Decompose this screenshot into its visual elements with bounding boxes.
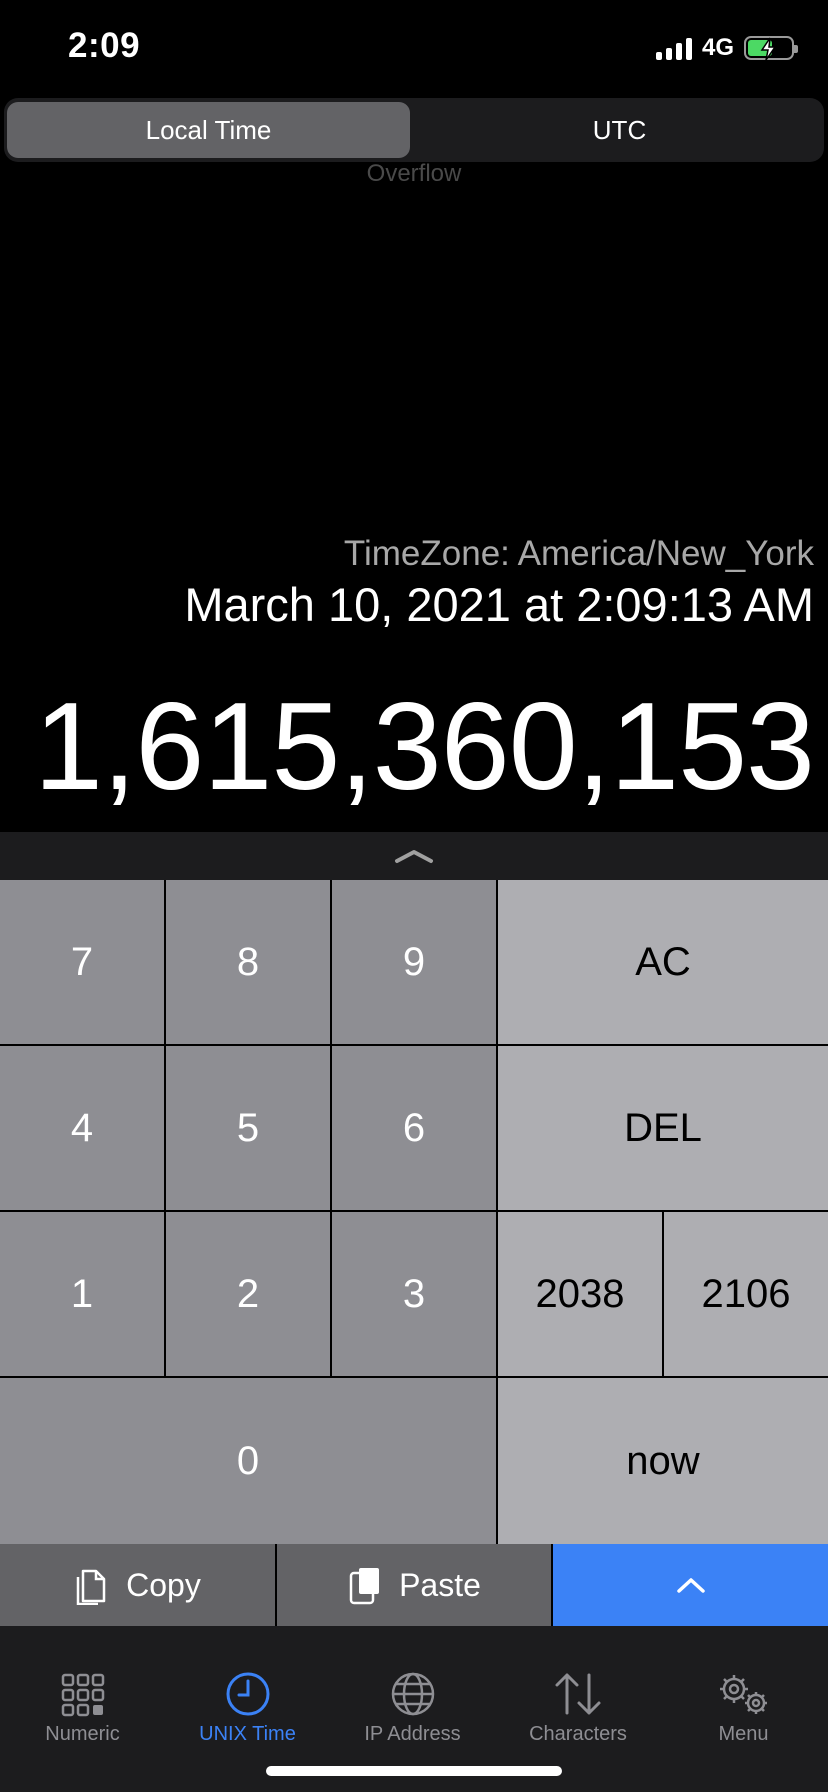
year-2038-button[interactable]: 2038 <box>498 1212 662 1376</box>
signal-icon <box>655 36 692 60</box>
copy-button[interactable]: Copy <box>0 1544 275 1626</box>
all-clear-button[interactable]: AC <box>498 880 828 1044</box>
keypad: 7 8 9 AC 4 5 6 DEL 1 2 3 2038 2106 0 now <box>0 880 828 1544</box>
key-5[interactable]: 5 <box>166 1046 330 1210</box>
year-2106-button[interactable]: 2106 <box>664 1212 828 1376</box>
now-button[interactable]: now <box>498 1378 828 1544</box>
key-0[interactable]: 0 <box>0 1378 496 1544</box>
tab-label: Numeric <box>45 1723 120 1745</box>
clock-icon <box>226 1672 269 1716</box>
paste-icon <box>349 1568 380 1605</box>
unix-timestamp-display: 1,615,360,153 <box>34 678 815 816</box>
status-indicators: 4G <box>655 34 798 62</box>
key-6[interactable]: 6 <box>332 1046 496 1210</box>
globe-icon <box>391 1672 434 1716</box>
segment-utc[interactable]: UTC <box>592 114 647 145</box>
action-bar: Copy Paste <box>0 1544 828 1626</box>
network-type: 4G <box>701 34 734 61</box>
gears-icon <box>719 1675 767 1714</box>
grid-icon <box>61 1673 104 1717</box>
date-time-display: March 10, 2021 at 2:09:13 AM <box>184 578 814 631</box>
tab-menu[interactable]: Menu <box>661 1626 826 1746</box>
chevron-up-icon <box>395 850 433 863</box>
key-4[interactable]: 4 <box>0 1046 164 1210</box>
key-9[interactable]: 9 <box>332 880 496 1044</box>
status-time: 2:09 <box>68 26 141 65</box>
key-1[interactable]: 1 <box>0 1212 164 1376</box>
tab-label: Characters <box>529 1723 627 1745</box>
segment-local-time[interactable]: Local Time <box>7 102 410 158</box>
battery-charging-icon <box>744 36 798 61</box>
arrows-up-down-icon <box>555 1673 601 1715</box>
key-3[interactable]: 3 <box>332 1212 496 1376</box>
copy-label: Copy <box>126 1566 201 1603</box>
overflow-label: Overflow <box>366 160 462 187</box>
keyboard-collapse-handle[interactable] <box>0 832 828 880</box>
tab-unix-time[interactable]: UNIX Time <box>165 1626 330 1746</box>
paste-button[interactable]: Paste <box>277 1544 551 1626</box>
home-indicator <box>266 1766 562 1776</box>
expand-button[interactable] <box>553 1544 828 1626</box>
tab-bar: Numeric UNIX Time IP Address Characters <box>0 1626 828 1792</box>
key-2[interactable]: 2 <box>166 1212 330 1376</box>
tab-characters[interactable]: Characters <box>495 1626 661 1746</box>
timezone-mode-segmented-control: Local Time UTC <box>4 98 824 162</box>
copy-icon <box>76 1569 106 1605</box>
tab-numeric[interactable]: Numeric <box>0 1626 165 1746</box>
tab-label: Menu <box>718 1723 769 1745</box>
chevron-up-icon <box>676 1578 705 1593</box>
delete-button[interactable]: DEL <box>498 1046 828 1210</box>
paste-label: Paste <box>399 1566 481 1603</box>
key-8[interactable]: 8 <box>166 880 330 1044</box>
timezone-label: TimeZone: America/New_York <box>343 534 814 573</box>
tab-label: UNIX Time <box>199 1723 296 1745</box>
tab-ip-address[interactable]: IP Address <box>330 1626 495 1746</box>
key-7[interactable]: 7 <box>0 880 164 1044</box>
tab-label: IP Address <box>364 1723 461 1745</box>
